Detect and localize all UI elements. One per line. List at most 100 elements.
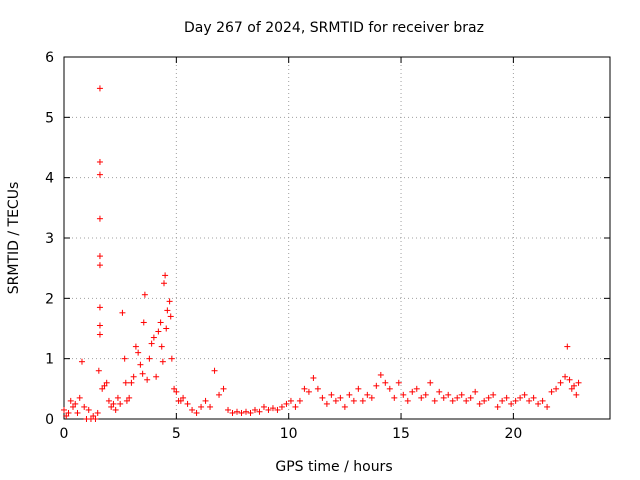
data-point xyxy=(310,374,317,381)
data-point xyxy=(346,391,353,398)
y-tick-label: 4 xyxy=(45,171,54,187)
data-point xyxy=(153,373,160,380)
data-point xyxy=(404,397,411,404)
data-point xyxy=(341,403,348,410)
data-point xyxy=(171,385,178,392)
data-point xyxy=(202,397,209,404)
data-point xyxy=(216,391,223,398)
data-point xyxy=(144,376,151,383)
data-point xyxy=(544,403,551,410)
y-tick-label: 5 xyxy=(45,110,54,126)
data-point xyxy=(494,403,501,410)
data-point xyxy=(548,388,555,395)
data-point xyxy=(189,406,196,413)
data-point xyxy=(130,373,137,380)
data-point xyxy=(198,403,205,410)
data-point xyxy=(101,382,108,389)
data-point xyxy=(440,394,447,401)
data-point xyxy=(234,408,241,415)
data-point xyxy=(481,397,488,404)
data-point xyxy=(95,367,102,374)
data-point xyxy=(530,394,537,401)
data-point xyxy=(65,409,72,416)
data-point xyxy=(150,334,157,341)
data-point xyxy=(535,400,542,407)
data-point xyxy=(476,400,483,407)
data-point xyxy=(112,406,119,413)
data-point xyxy=(128,379,135,386)
data-point xyxy=(114,394,121,401)
data-point xyxy=(568,385,575,392)
data-point xyxy=(458,391,465,398)
data-point xyxy=(269,405,276,412)
data-point xyxy=(373,382,380,389)
data-point xyxy=(573,391,580,398)
data-point xyxy=(121,355,128,362)
data-point xyxy=(85,406,92,413)
data-point xyxy=(508,400,515,407)
data-point xyxy=(140,319,147,326)
data-point xyxy=(485,394,492,401)
data-point xyxy=(117,400,124,407)
data-point xyxy=(160,280,167,287)
data-point xyxy=(96,304,103,311)
data-point xyxy=(296,397,303,404)
data-point xyxy=(260,403,267,410)
data-point xyxy=(166,298,173,305)
data-point xyxy=(146,355,153,362)
data-point xyxy=(67,397,74,404)
tick-layer: 0 5 10 15 20 0 1 2 3 4 5 6 xyxy=(45,50,610,442)
chart-title: Day 267 of 2024, SRMTID for receiver bra… xyxy=(184,20,484,36)
data-point xyxy=(564,343,571,350)
data-point xyxy=(96,215,103,222)
data-point xyxy=(168,355,175,362)
data-point xyxy=(225,406,232,413)
data-point xyxy=(76,394,83,401)
data-point xyxy=(207,403,214,410)
x-tick-label: 15 xyxy=(392,426,410,442)
data-point xyxy=(274,406,281,413)
data-point xyxy=(92,416,99,422)
data-point xyxy=(539,397,546,404)
data-point xyxy=(162,272,169,279)
data-point xyxy=(251,406,258,413)
data-point xyxy=(123,397,130,404)
data-point xyxy=(137,361,144,368)
data-point xyxy=(78,358,85,365)
data-point xyxy=(400,391,407,398)
data-point xyxy=(110,400,117,407)
data-point xyxy=(132,343,139,350)
data-point xyxy=(135,349,142,356)
data-point xyxy=(472,388,479,395)
y-tick-label: 1 xyxy=(45,352,54,368)
data-point xyxy=(359,397,366,404)
data-point xyxy=(575,379,582,386)
data-points xyxy=(61,85,582,422)
data-point xyxy=(96,331,103,338)
data-point xyxy=(220,385,227,392)
data-point xyxy=(422,391,429,398)
data-point xyxy=(391,394,398,401)
data-point xyxy=(81,403,88,410)
y-tick-label: 6 xyxy=(45,50,54,66)
data-point xyxy=(265,406,272,413)
x-tick-label: 10 xyxy=(280,426,298,442)
data-point xyxy=(382,379,389,386)
data-point xyxy=(96,85,103,92)
data-point xyxy=(454,394,461,401)
data-point xyxy=(96,171,103,178)
data-point xyxy=(553,385,560,392)
data-point xyxy=(177,397,184,404)
data-point xyxy=(328,391,335,398)
data-point xyxy=(431,397,438,404)
data-point xyxy=(517,394,524,401)
y-tick-label: 3 xyxy=(45,231,54,247)
x-tick-label: 20 xyxy=(504,426,522,442)
data-point xyxy=(377,371,384,378)
data-point xyxy=(512,397,519,404)
data-point xyxy=(69,403,76,410)
data-point xyxy=(395,379,402,386)
data-point xyxy=(305,388,312,395)
data-point xyxy=(287,397,294,404)
